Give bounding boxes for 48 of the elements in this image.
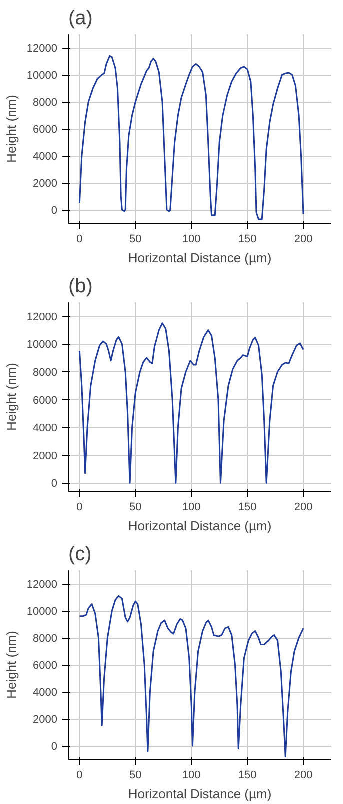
- y-tick-label: 6000: [33, 124, 58, 136]
- x-axis-title: Horizontal Distance (µm): [128, 518, 272, 534]
- x-tick-label: 0: [76, 234, 83, 246]
- y-axis-title: Height (nm): [4, 631, 19, 699]
- y-tick-label: 4000: [33, 151, 58, 163]
- x-tick-label: 200: [294, 502, 313, 514]
- x-tick-label: 0: [76, 770, 83, 782]
- y-tick-label: 6000: [33, 660, 58, 672]
- x-tick-label: 100: [182, 234, 201, 246]
- chart-title: (c): [68, 544, 92, 566]
- y-axis-title: Height (nm): [4, 95, 19, 163]
- chart-title: (a): [68, 8, 93, 30]
- y-tick-label: 8000: [33, 366, 58, 379]
- x-tick-label: 100: [182, 770, 201, 782]
- line-series: [78, 322, 304, 484]
- y-tick-label: 2000: [33, 178, 58, 190]
- x-tick-label: 150: [238, 502, 257, 514]
- chart-title: (b): [68, 276, 93, 298]
- y-tick-label: 2000: [33, 714, 58, 726]
- y-tick-label: 12000: [26, 43, 58, 55]
- x-tick-label: 50: [130, 770, 142, 782]
- x-tick-label: 150: [238, 770, 257, 782]
- x-tick-label: 200: [294, 234, 313, 246]
- x-tick-label: 50: [130, 502, 142, 514]
- x-tick-label: 150: [238, 234, 257, 246]
- y-tick-label: 8000: [33, 97, 58, 109]
- y-tick-label: 8000: [33, 633, 58, 645]
- x-tick-label: 100: [182, 502, 201, 514]
- y-tick-label: 6000: [33, 394, 58, 407]
- x-tick-label: 50: [130, 234, 142, 246]
- y-tick-label: 4000: [33, 422, 58, 435]
- y-tick-label: 0: [51, 478, 58, 490]
- line-series: [78, 595, 304, 758]
- x-tick-label: 200: [294, 770, 313, 782]
- y-tick-label: 10000: [26, 339, 58, 352]
- y-tick-label: 0: [51, 205, 58, 217]
- x-tick-label: 0: [76, 502, 83, 514]
- y-tick-label: 10000: [26, 606, 58, 618]
- y-tick-label: 2000: [33, 450, 58, 462]
- x-axis-title: Horizontal Distance (µm): [128, 786, 272, 802]
- line-series: [78, 55, 304, 220]
- y-axis-title: Height (nm): [4, 363, 19, 431]
- y-tick-label: 4000: [33, 687, 58, 699]
- x-axis-title: Horizontal Distance (µm): [128, 250, 272, 266]
- y-tick-label: 12000: [26, 311, 58, 324]
- y-tick-label: 0: [51, 741, 58, 753]
- y-tick-label: 10000: [26, 70, 58, 82]
- y-tick-label: 12000: [26, 579, 58, 591]
